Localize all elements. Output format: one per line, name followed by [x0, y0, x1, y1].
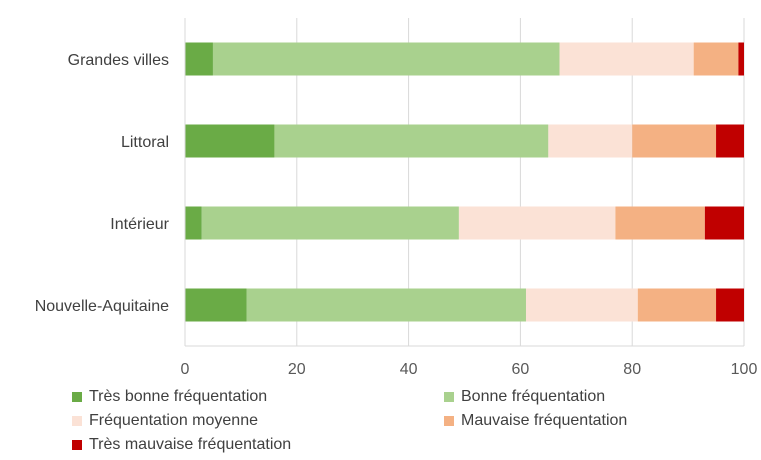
legend-swatch	[444, 392, 454, 402]
legend-swatch	[72, 416, 82, 426]
x-tick-labels: 0 20 40 60 80 100	[181, 361, 758, 378]
bar-interieur-bonne-frequentation	[201, 206, 459, 240]
legend-item-tres-bonne-frequentation: Très bonne fréquentation	[72, 386, 444, 408]
bar-littoral-frequentation-moyenne	[548, 124, 633, 158]
legend-label: Fréquentation moyenne	[89, 412, 258, 429]
x-tick-label-80: 80	[623, 361, 641, 378]
bar-interieur-frequentation-moyenne	[458, 206, 616, 240]
legend-swatch	[444, 416, 454, 426]
legend-item-bonne-frequentation: Bonne fréquentation	[444, 386, 744, 408]
x-tick-label-40: 40	[400, 361, 418, 378]
bar-grandes-villes-tres-mauvaise-frequentation	[738, 42, 744, 76]
bar-interieur-mauvaise-frequentation	[615, 206, 705, 240]
bar-nouvelle-aquitaine-bonne-frequentation	[246, 288, 526, 322]
category-label-nouvelle-aquitaine: Nouvelle-Aquitaine	[35, 298, 169, 315]
x-tick-label-0: 0	[181, 361, 190, 378]
bar-grandes-villes-bonne-frequentation	[212, 42, 560, 76]
bar-interieur-tres-bonne-frequentation	[185, 206, 202, 240]
bar-littoral-tres-mauvaise-frequentation	[716, 124, 744, 158]
legend-item-tres-mauvaise-frequentation: Très mauvaise fréquentation	[72, 434, 444, 456]
bar-grandes-villes-mauvaise-frequentation	[693, 42, 739, 76]
legend-item-mauvaise-frequentation: Mauvaise fréquentation	[444, 410, 744, 432]
category-label-interieur: Intérieur	[110, 216, 169, 233]
legend-label: Très bonne fréquentation	[89, 388, 268, 405]
bar-littoral-mauvaise-frequentation	[632, 124, 717, 158]
bar-grandes-villes-tres-bonne-frequentation	[185, 42, 213, 76]
category-label-littoral: Littoral	[121, 134, 169, 151]
bar-littoral-bonne-frequentation	[274, 124, 549, 158]
bar-nouvelle-aquitaine-mauvaise-frequentation	[637, 288, 717, 322]
bar-nouvelle-aquitaine-tres-bonne-frequentation	[185, 288, 247, 322]
legend-item-frequentation-moyenne: Fréquentation moyenne	[72, 410, 444, 432]
bar-nouvelle-aquitaine-frequentation-moyenne	[525, 288, 638, 322]
bar-grandes-villes-frequentation-moyenne	[559, 42, 694, 76]
legend-label: Mauvaise fréquentation	[461, 412, 628, 429]
x-tick-label-100: 100	[731, 361, 758, 378]
legend-swatch	[72, 392, 82, 402]
x-tick-label-60: 60	[512, 361, 530, 378]
bars	[185, 42, 744, 322]
x-tick-label-20: 20	[288, 361, 306, 378]
stacked-bar-chart: Grandes villes Littoral Intérieur Nouvelle-…	[35, 18, 758, 378]
bar-interieur-tres-mauvaise-frequentation	[704, 206, 744, 240]
legend-label: Bonne fréquentation	[461, 388, 606, 405]
bar-nouvelle-aquitaine-tres-mauvaise-frequentation	[716, 288, 744, 322]
legend: Très bonne fréquentation Bonne fréquentat…	[72, 386, 712, 456]
legend-swatch	[72, 440, 82, 450]
category-labels: Grandes villes Littoral Intérieur Nouvelle-…	[35, 52, 170, 315]
legend-label: Très mauvaise fréquentation	[89, 436, 292, 453]
category-label-grandes-villes: Grandes villes	[68, 52, 169, 69]
bar-littoral-tres-bonne-frequentation	[185, 124, 275, 158]
